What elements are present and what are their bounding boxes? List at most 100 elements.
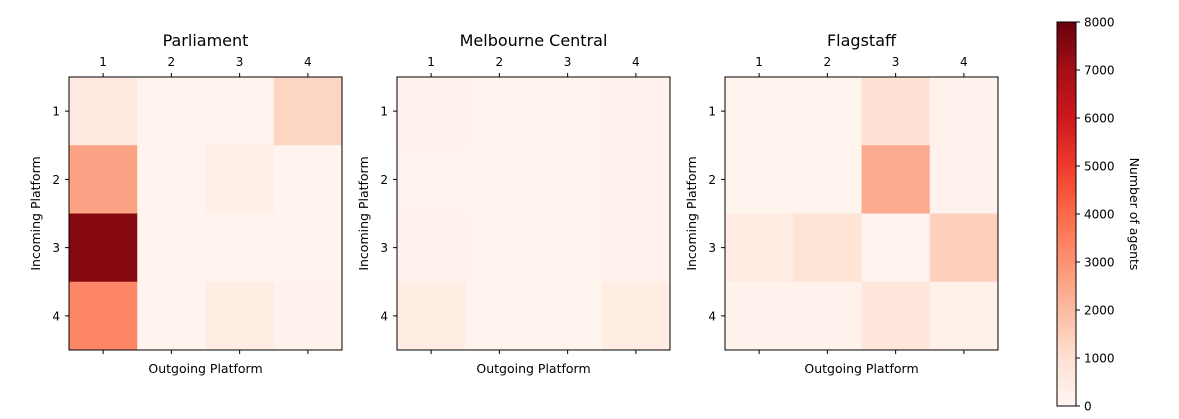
heatmap-cell [533, 281, 603, 351]
colorbar-tick-label: 5000 [1084, 160, 1115, 174]
heatmap-cell [69, 77, 138, 146]
colorbar-tick-label: 4000 [1084, 208, 1115, 222]
y-axis-label: Incoming Platform [28, 156, 43, 270]
heatmap-cell [69, 213, 138, 283]
x-tick-label: 2 [496, 55, 504, 69]
heatmap-cell [725, 213, 794, 283]
heatmap-cell [69, 145, 138, 214]
y-tick-label: 4 [708, 309, 716, 323]
axes-frame [396, 76, 671, 351]
heatmap-cell [465, 213, 534, 283]
heatmap-cell [929, 145, 999, 214]
x-tick-label: 1 [99, 55, 107, 69]
heatmap-cell [397, 281, 466, 351]
heatmap-cell [601, 281, 671, 351]
heatmap-panels: 1 2 3 4 1 2 3 4 Parliament Outgoing Platform Incom… [28, 31, 999, 376]
colorbar: 0 1000 2000 3000 4000 5000 6000 7000 8000 Number … [1056, 16, 1142, 414]
heatmap-cell [793, 213, 862, 283]
colorbar-tick-label: 2000 [1084, 304, 1115, 318]
y-tick-label: 3 [52, 241, 60, 255]
heatmap-cell [397, 77, 466, 146]
x-tick-label: 2 [824, 55, 832, 69]
heatmap-cell [137, 281, 206, 351]
heatmap-cell [861, 281, 931, 351]
heatmap-cell [273, 281, 343, 351]
heatmap-cell [137, 145, 206, 214]
y-tick-label: 2 [52, 173, 60, 187]
heatmap-cell [793, 77, 862, 146]
y-tick-label: 3 [380, 241, 388, 255]
y-tick-label: 1 [708, 105, 716, 119]
x-tick-label: 1 [427, 55, 435, 69]
heatmap-cell [725, 145, 794, 214]
colorbar-tick-label: 3000 [1084, 256, 1115, 270]
heatmap-cell [69, 281, 138, 351]
colorbar-tick-label: 6000 [1084, 112, 1115, 126]
x-tick-label: 2 [168, 55, 176, 69]
heatmap-cell [273, 213, 343, 283]
heatmap-cell [205, 213, 275, 283]
y-axis-label: Incoming Platform [684, 156, 699, 270]
colorbar-tick-label: 7000 [1084, 64, 1115, 78]
axes-frame [68, 76, 343, 351]
heatmap-cell [137, 213, 206, 283]
x-tick-label: 4 [632, 55, 640, 69]
heatmap-panel: 1 2 3 4 1 2 3 4 Parliament Outgoing Platform Incom… [28, 31, 343, 376]
x-tick-label: 3 [236, 55, 244, 69]
colorbar-gradient [1056, 21, 1077, 407]
heatmap-cell [929, 281, 999, 351]
heatmap-cell [793, 145, 862, 214]
x-axis-label: Outgoing Platform [804, 361, 918, 376]
y-tick-label: 4 [380, 309, 388, 323]
heatmap-cell [205, 281, 275, 351]
heatmap-cell [601, 213, 671, 283]
heatmap-cell [601, 145, 671, 214]
heatmap-cell [533, 213, 603, 283]
heatmap-cell [533, 145, 603, 214]
heatmap-cell [725, 281, 794, 351]
y-axis-label: Incoming Platform [356, 156, 371, 270]
heatmap-cell [397, 213, 466, 283]
heatmap-cell [273, 77, 343, 146]
heatmap-cell [601, 77, 671, 146]
chart-title: Melbourne Central [460, 31, 608, 50]
heatmap-cell [273, 145, 343, 214]
heatmap-cell [205, 145, 275, 214]
colorbar-tick-label: 0 [1084, 400, 1092, 414]
heatmap-cell [137, 77, 206, 146]
x-tick-label: 1 [755, 55, 763, 69]
x-axis-label: Outgoing Platform [148, 361, 262, 376]
chart-title: Flagstaff [827, 31, 897, 50]
heatmap-cell [861, 145, 931, 214]
axes-frame [724, 76, 999, 351]
heatmap-cell [929, 213, 999, 283]
colorbar-tick-label: 1000 [1084, 352, 1115, 366]
y-tick-label: 2 [380, 173, 388, 187]
heatmap-cell [397, 145, 466, 214]
heatmap-cell [861, 77, 931, 146]
heatmap-cell [793, 281, 862, 351]
x-tick-label: 3 [564, 55, 572, 69]
heatmap-cell [861, 213, 931, 283]
y-tick-label: 3 [708, 241, 716, 255]
x-tick-label: 4 [960, 55, 968, 69]
x-axis-label: Outgoing Platform [476, 361, 590, 376]
heatmap-panel: 1 2 3 4 1 2 3 4 Flagstaff Outgoing Platform Incomi… [684, 31, 999, 376]
heatmap-cell [533, 77, 603, 146]
heatmap-cell [465, 281, 534, 351]
x-tick-label: 4 [304, 55, 312, 69]
y-tick-label: 2 [708, 173, 716, 187]
chart-title: Parliament [163, 31, 249, 50]
y-tick-label: 1 [52, 105, 60, 119]
heatmap-cell [205, 77, 275, 146]
heatmap-cell [465, 77, 534, 146]
heatmap-cell [465, 145, 534, 214]
colorbar-label: Number of agents [1127, 158, 1142, 271]
heatmap-cell [929, 77, 999, 146]
y-tick-label: 4 [52, 309, 60, 323]
heatmap-cell [725, 77, 794, 146]
colorbar-tick-label: 8000 [1084, 16, 1115, 30]
x-tick-label: 3 [892, 55, 900, 69]
y-tick-label: 1 [380, 105, 388, 119]
